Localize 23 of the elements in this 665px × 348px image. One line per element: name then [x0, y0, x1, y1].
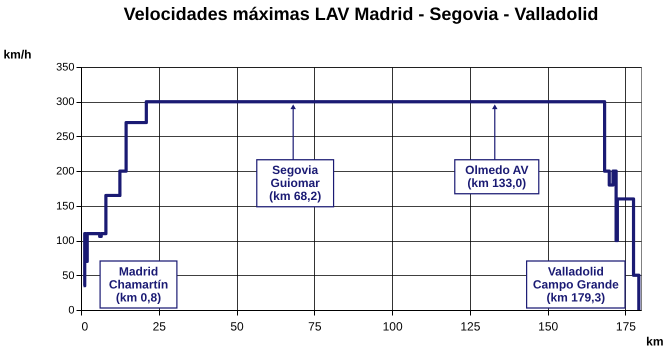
- y-tick-label: 100: [56, 235, 74, 248]
- annotation: Olmedo AV (km 133,0): [465, 163, 528, 190]
- y-axis-title: km/h: [4, 48, 32, 62]
- x-tick-label: 0: [82, 320, 88, 334]
- x-tick-label: 50: [230, 320, 244, 334]
- annotation: Madrid Chamartín (km 0,8): [108, 264, 168, 304]
- x-tick-label: 125: [460, 320, 481, 334]
- y-tick-label: 200: [56, 166, 74, 178]
- y-tick-label: 150: [56, 200, 74, 212]
- y-tick-label: 50: [62, 270, 74, 282]
- x-tick-label: 175: [616, 320, 636, 334]
- annotation: Segovia Guiomar (km 68,2): [269, 163, 322, 204]
- x-tick-label: 25: [152, 320, 166, 334]
- y-tick-label: 0: [68, 304, 74, 316]
- y-tick-label: 300: [56, 96, 74, 108]
- x-axis-title: km: [646, 334, 664, 348]
- x-tick-label: 75: [308, 320, 322, 334]
- annotation: Valladolid Campo Grande (km 179,3): [532, 264, 620, 304]
- x-tick-label: 100: [382, 320, 403, 334]
- x-tick-label: 150: [538, 320, 558, 334]
- y-tick-label: 350: [56, 62, 74, 74]
- chart-title: Velocidades máximas LAV Madrid - Segovia - Valladolid: [124, 4, 598, 24]
- y-tick-label: 250: [56, 130, 74, 143]
